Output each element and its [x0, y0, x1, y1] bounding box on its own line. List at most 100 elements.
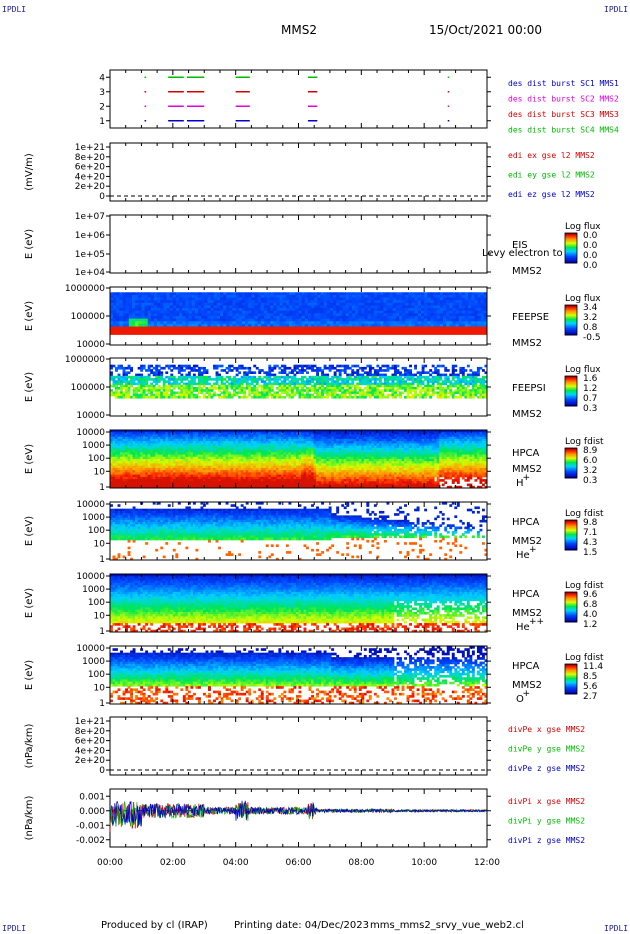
colorbar-swatch	[565, 463, 577, 465]
y-tick-label: 1e+04	[75, 268, 106, 278]
colorbar-swatch	[565, 608, 577, 610]
colorbar-swatch	[565, 309, 577, 311]
colorbar-swatch	[565, 400, 577, 402]
colorbar-swatch	[565, 312, 577, 314]
colorbar-swatch	[565, 448, 577, 450]
colorbar-swatch	[565, 378, 577, 380]
colorbar-title: Log flux	[565, 294, 601, 304]
colorbar-swatch	[565, 535, 577, 537]
colorbar-swatch	[565, 472, 577, 474]
colorbar-swatch	[565, 680, 577, 682]
divpi-series-line	[109, 800, 488, 827]
colorbar-swatch	[565, 666, 577, 668]
colorbar-swatch	[565, 246, 577, 248]
colorbar-swatch	[565, 474, 577, 476]
y-axis-label: (nPa/km)	[24, 796, 35, 841]
colorbar-tick: 0.3	[583, 476, 597, 486]
colorbar-swatch	[565, 529, 577, 531]
colorbar-swatch	[565, 542, 577, 544]
colorbar-swatch	[565, 396, 577, 398]
colorbar-swatch	[565, 403, 577, 405]
colorbar-swatch	[565, 619, 577, 621]
colorbar-swatch	[565, 685, 577, 687]
colorbar-swatch	[565, 310, 577, 312]
y-tick-label: 2e+20	[75, 756, 106, 766]
colorbar-swatch	[565, 593, 577, 595]
colorbar-swatch	[565, 614, 577, 616]
colorbar-swatch	[565, 530, 577, 532]
colorbar-swatch	[565, 609, 577, 611]
colorbar-swatch	[565, 525, 577, 527]
colorbar-swatch	[565, 669, 577, 671]
colorbar-swatch	[565, 620, 577, 622]
colorbar-swatch	[565, 256, 577, 258]
species-charge: +	[529, 545, 537, 555]
colorbar-swatch	[565, 324, 577, 326]
colorbar-swatch	[565, 319, 577, 321]
colorbar-swatch	[565, 541, 577, 543]
colorbar-swatch	[565, 670, 577, 672]
colorbar-swatch	[565, 683, 577, 685]
y-tick-label: 0.000	[79, 807, 105, 817]
colorbar-swatch	[565, 248, 577, 250]
colorbar-tick: 2.7	[583, 692, 597, 702]
corner-label: IPDLI	[604, 5, 629, 14]
colorbar-swatch	[565, 467, 577, 469]
colorbar-swatch	[565, 466, 577, 468]
colorbar-swatch	[565, 249, 577, 251]
colorbar-swatch	[565, 598, 577, 600]
instrument-label: FEEPSE	[512, 312, 549, 323]
colorbar-swatch	[565, 245, 577, 247]
y-tick-label: 1e+06	[75, 231, 106, 241]
plot-date: 15/Oct/2021 00:00	[429, 23, 543, 37]
x-tick-label: 06:00	[286, 858, 312, 868]
colorbar-swatch	[565, 247, 577, 249]
x-tick-label: 08:00	[348, 858, 374, 868]
colorbar-swatch	[565, 237, 577, 239]
colorbar-swatch	[565, 520, 577, 522]
colorbar-swatch	[565, 460, 577, 462]
y-tick-label: 1000000	[65, 284, 105, 294]
colorbar-swatch	[565, 380, 577, 382]
colorbar-swatch	[565, 331, 577, 333]
colorbar-swatch	[565, 464, 577, 466]
colorbar-swatch	[565, 394, 577, 396]
plot-title: MMS2	[281, 23, 317, 37]
colorbar-swatch	[565, 473, 577, 475]
y-tick-label: 100000	[71, 383, 106, 393]
colorbar-tick: 0.7	[583, 394, 597, 404]
colorbar-swatch	[565, 675, 577, 677]
legend-entry: des dist burst SC3 MMS3	[508, 110, 619, 119]
colorbar-swatch	[565, 533, 577, 535]
colorbar-swatch	[565, 456, 577, 458]
colorbar-swatch	[565, 537, 577, 539]
y-tick-label: 100	[88, 526, 105, 536]
colorbar-swatch	[565, 454, 577, 456]
y-tick-label: 0.001	[79, 792, 105, 802]
colorbar-title: Log flux	[565, 222, 601, 232]
y-axis-label: E (eV)	[24, 229, 35, 259]
colorbar-swatch	[565, 616, 577, 618]
colorbar-swatch	[565, 241, 577, 243]
colorbar-swatch	[565, 392, 577, 394]
colorbar-tick: 4.0	[583, 610, 598, 620]
colorbar-swatch	[565, 534, 577, 536]
colorbar-swatch	[565, 233, 577, 235]
corner-label: IPDLI	[2, 5, 27, 14]
colorbar-swatch	[565, 458, 577, 460]
colorbar-swatch	[565, 615, 577, 617]
y-tick-label: 2	[99, 102, 105, 112]
colorbar-tick: 0.0	[583, 251, 598, 261]
colorbar-swatch	[565, 393, 577, 395]
colorbar-tick: 6.0	[583, 456, 598, 466]
colorbar-swatch	[565, 688, 577, 690]
colorbar-swatch	[565, 329, 577, 331]
species-label: He	[516, 622, 530, 633]
y-axis-label: E (eV)	[24, 588, 35, 618]
species-label: He	[516, 550, 530, 561]
colorbar-swatch	[565, 667, 577, 669]
instrument-label: EIS	[512, 240, 528, 251]
legend-entry: divPe x gse MMS2	[508, 725, 585, 734]
colorbar-swatch	[565, 236, 577, 238]
x-tick-label: 12:00	[474, 858, 500, 868]
